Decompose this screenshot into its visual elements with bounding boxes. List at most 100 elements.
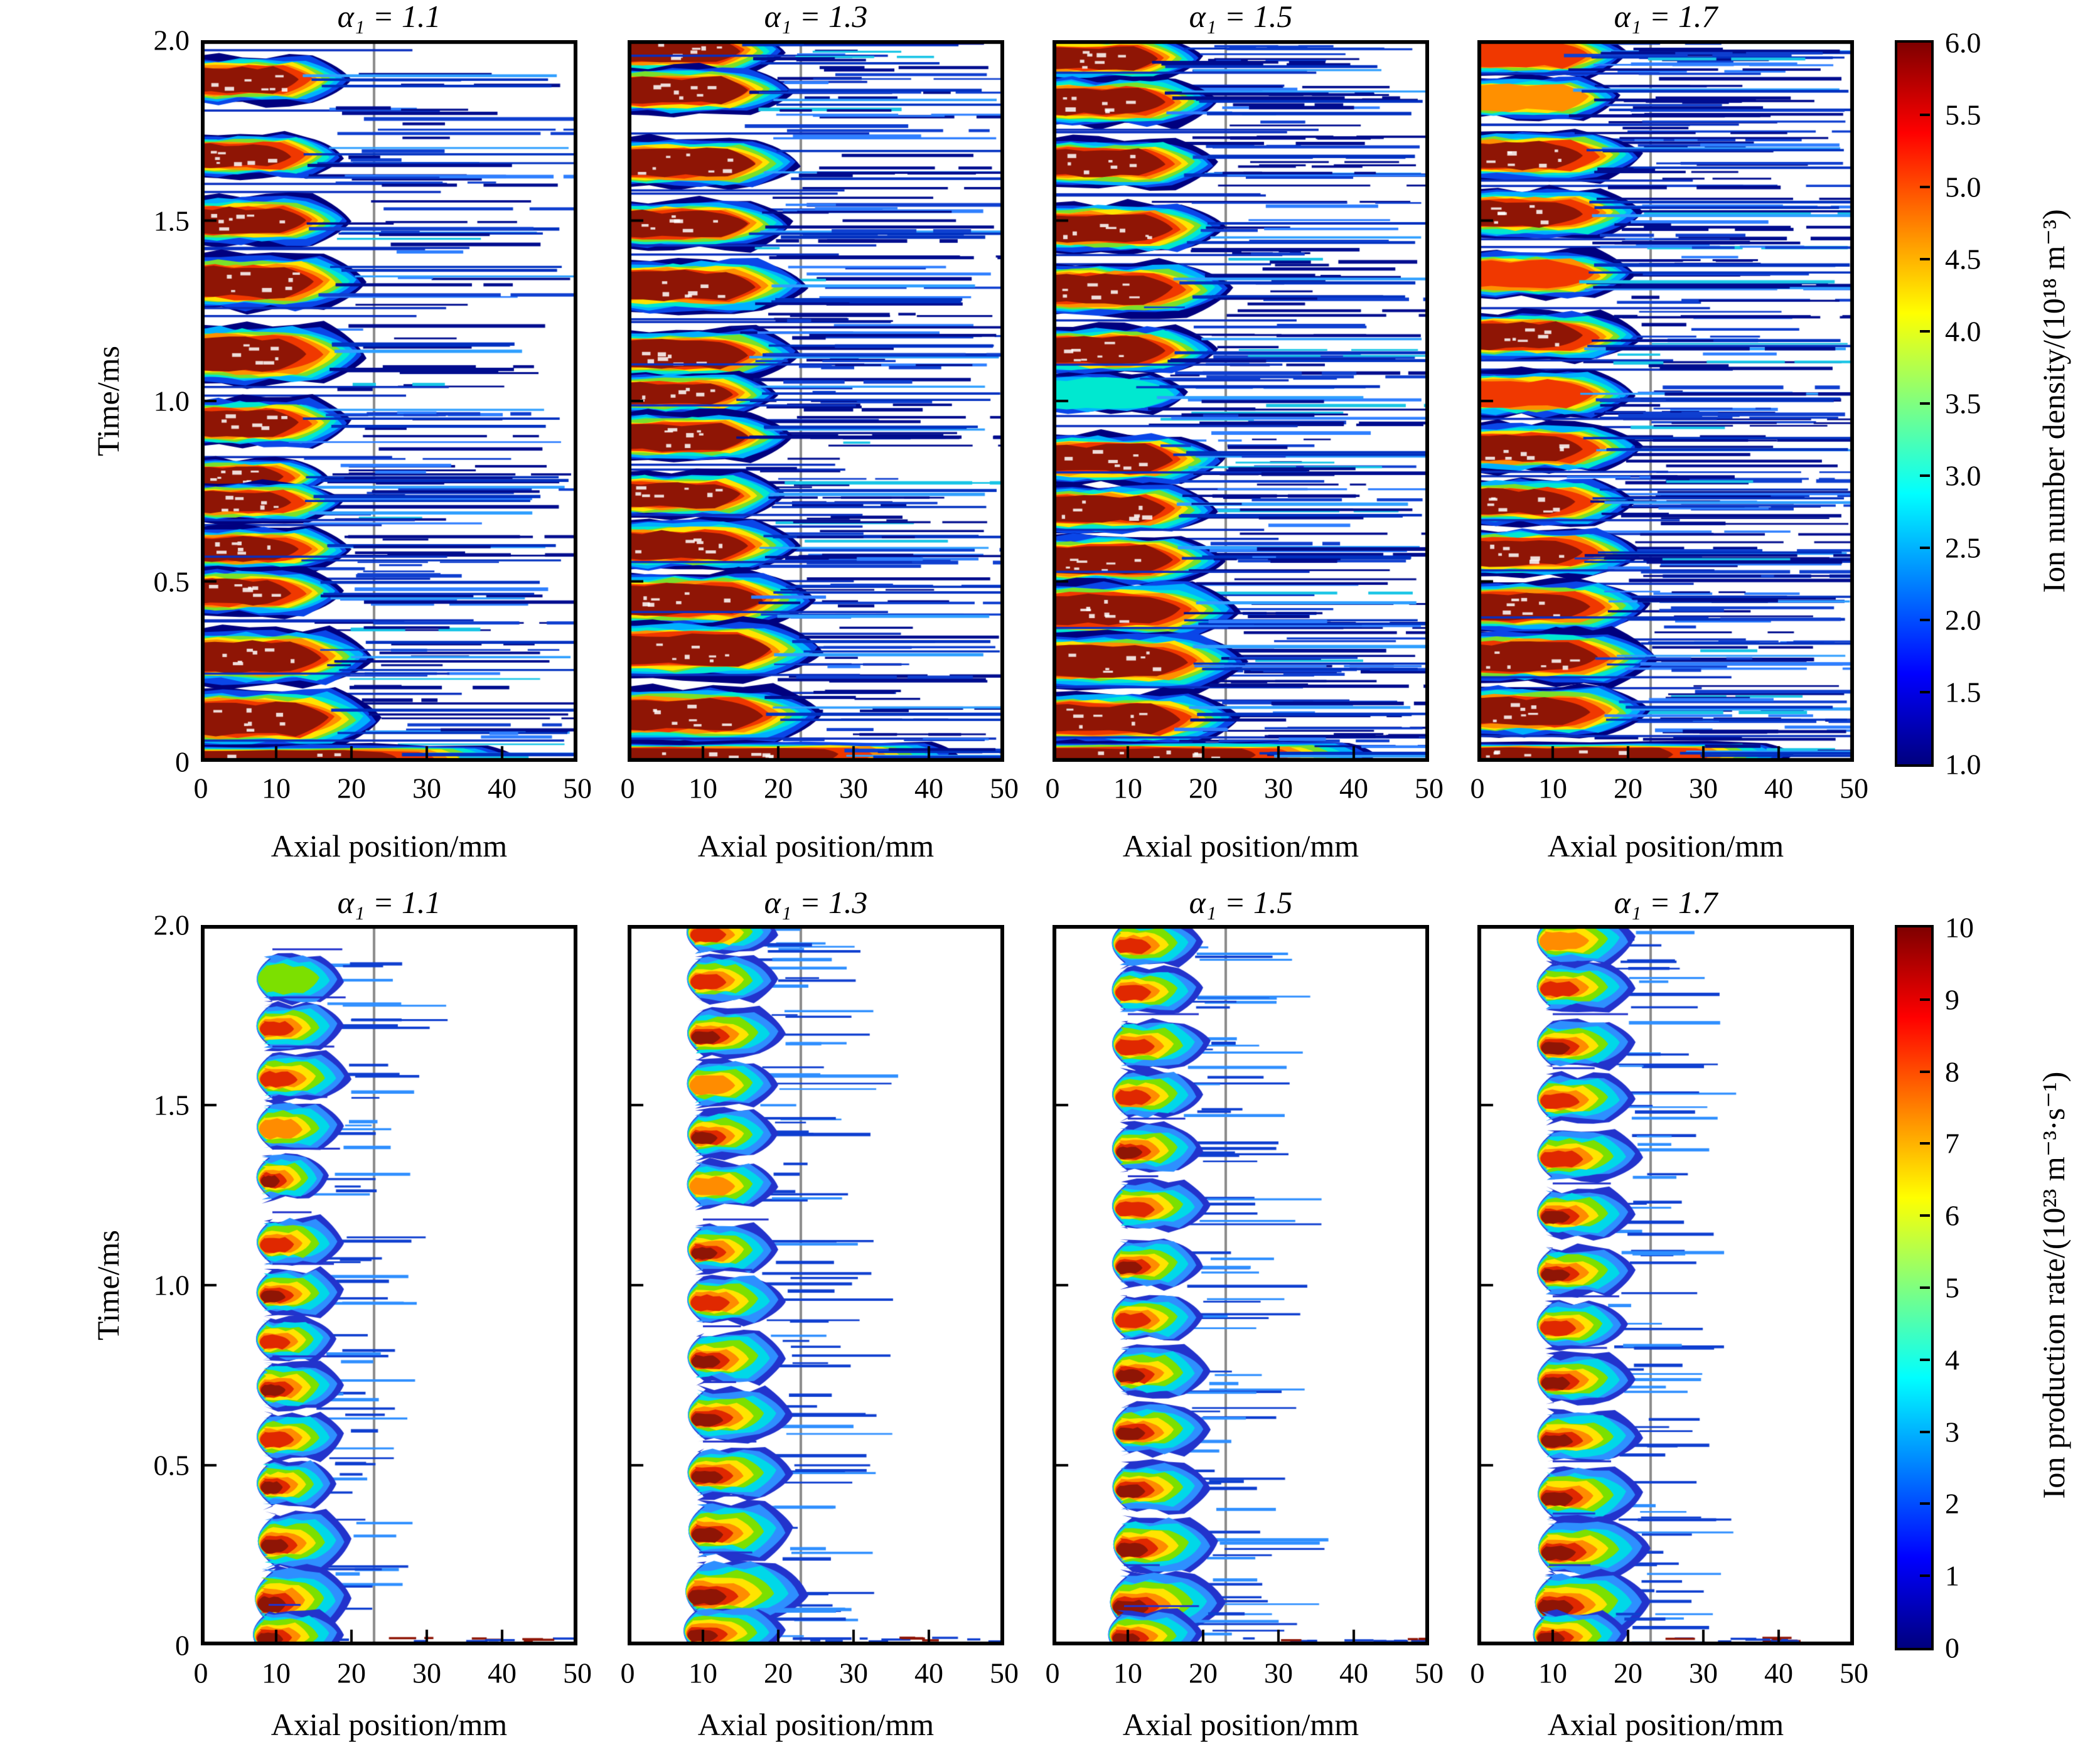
y-tick-label: 1.5: [153, 205, 190, 237]
y-tick-label: 0: [175, 1629, 190, 1662]
x-tick-label: 20: [1189, 772, 1218, 804]
colorbar-tick-label: 4.0: [1945, 315, 1981, 348]
x-tick-label: 50: [990, 1657, 1019, 1689]
x-axis-label: Axial position/mm: [697, 828, 935, 863]
colorbar-tick-mark: [1920, 1286, 1930, 1289]
y-tick-label: 1.0: [153, 1269, 190, 1301]
colorbar-label-ion-production-rate: Ion production rate/(10²³ m⁻³·s⁻¹): [2036, 1071, 2071, 1499]
x-tick-label: 10: [1538, 772, 1567, 804]
colorbar-tick-mark: [1920, 186, 1930, 188]
heatmap-panel-ion-number-density-alpha-1.3: [628, 40, 1004, 762]
x-tick-label: 0: [193, 1657, 208, 1689]
heatmap-panel-ion-number-density-alpha-1.7: [1477, 40, 1854, 762]
colorbar-tick-mark: [1920, 1358, 1930, 1361]
x-tick-label: 30: [1689, 1657, 1718, 1689]
x-tick-label: 40: [914, 1657, 943, 1689]
y-tick-label: 0.5: [153, 565, 190, 597]
x-tick-label: 0: [1045, 772, 1060, 804]
colorbar-tick-label: 2.5: [1945, 532, 1981, 564]
y-tick-label: 2.0: [153, 24, 190, 56]
colorbar-tick-mark: [1920, 1142, 1930, 1145]
panel-title: α₁ = 1.3: [764, 885, 868, 920]
colorbar-tick-label: 4.5: [1945, 243, 1981, 275]
x-tick-label: 10: [688, 1657, 717, 1689]
panel-title: α₁ = 1.1: [337, 885, 441, 920]
x-tick-label: 50: [1415, 1657, 1444, 1689]
colorbar-tick-label: 0: [1945, 1632, 1959, 1664]
heatmap-panel-ion-production-rate-alpha-1.3: [628, 925, 1004, 1645]
colorbar-tick-label: 2: [1945, 1487, 1959, 1520]
x-tick-label: 10: [1538, 1657, 1567, 1689]
x-tick-label: 50: [990, 772, 1019, 804]
x-tick-label: 30: [412, 772, 441, 804]
x-tick-label: 20: [1614, 1657, 1642, 1689]
x-tick-label: 50: [1415, 772, 1444, 804]
colorbar-tick-label: 3: [1945, 1416, 1959, 1448]
panel-title: α₁ = 1.7: [1614, 885, 1718, 920]
x-tick-label: 50: [563, 772, 592, 804]
heatmap-panel-ion-production-rate-alpha-1.7: [1477, 925, 1854, 1645]
colorbar-tick-label: 9: [1945, 983, 1959, 1016]
colorbar-tick-label: 5.5: [1945, 99, 1981, 131]
colorbar-tick-mark: [1920, 1502, 1930, 1505]
heatmap-panel-ion-production-rate-alpha-1.5: [1053, 925, 1429, 1645]
x-tick-label: 10: [1113, 1657, 1142, 1689]
colorbar-tick-mark: [1920, 1574, 1930, 1578]
y-tick-label: 0: [175, 745, 190, 778]
x-tick-label: 20: [1189, 1657, 1218, 1689]
colorbar-tick-mark: [1920, 114, 1930, 116]
colorbar-tick-label: 1: [1945, 1559, 1959, 1592]
x-tick-label: 30: [1264, 772, 1293, 804]
x-axis-label: Axial position/mm: [271, 1707, 508, 1742]
x-axis-label: Axial position/mm: [1547, 1707, 1784, 1742]
y-axis-label-bottom-row: Time/ms: [90, 1229, 126, 1341]
colorbar-tick-label: 3.0: [1945, 459, 1981, 492]
colorbar-tick-label: 3.5: [1945, 387, 1981, 420]
colorbar-tick-label: 5.0: [1945, 171, 1981, 203]
panel-title: α₁ = 1.5: [1189, 885, 1293, 920]
x-tick-label: 40: [488, 1657, 517, 1689]
colorbar-tick-mark: [1920, 691, 1930, 693]
colorbar-tick-mark: [1920, 330, 1930, 333]
x-tick-label: 40: [1339, 772, 1368, 804]
colorbar-tick-mark: [1920, 258, 1930, 260]
colorbar-tick-label: 10: [1945, 911, 1974, 944]
x-axis-label: Axial position/mm: [1122, 828, 1359, 863]
x-tick-label: 20: [764, 772, 793, 804]
y-tick-label: 0.5: [153, 1449, 190, 1482]
x-tick-label: 30: [1264, 1657, 1293, 1689]
x-tick-label: 0: [1470, 1657, 1485, 1689]
x-axis-label: Axial position/mm: [697, 1707, 935, 1742]
x-tick-label: 40: [488, 772, 517, 804]
colorbar-tick-label: 5: [1945, 1271, 1959, 1304]
colorbar-tick-mark: [1920, 1430, 1930, 1433]
colorbar-tick-mark: [1920, 1214, 1930, 1217]
x-tick-label: 10: [688, 772, 717, 804]
x-tick-label: 40: [1764, 1657, 1793, 1689]
y-tick-label: 1.5: [153, 1089, 190, 1121]
colorbar-tick-mark: [1920, 1070, 1930, 1073]
colorbar-tick-label: 2.0: [1945, 604, 1981, 636]
x-tick-label: 20: [337, 1657, 366, 1689]
x-tick-label: 20: [764, 1657, 793, 1689]
colorbar-tick-mark: [1920, 998, 1930, 1001]
colorbar-tick-label: 1.5: [1945, 676, 1981, 708]
x-axis-label: Axial position/mm: [271, 828, 508, 863]
y-tick-label: 2.0: [153, 909, 190, 941]
panel-title: α₁ = 1.5: [1189, 0, 1293, 34]
x-tick-label: 20: [1614, 772, 1642, 804]
x-tick-label: 50: [1840, 772, 1868, 804]
colorbar-label-ion-number-density: Ion number density/(10¹⁸ m⁻³): [2036, 209, 2071, 593]
heatmap-panel-ion-production-rate-alpha-1.1: [201, 925, 577, 1645]
x-tick-label: 50: [563, 1657, 592, 1689]
colorbar-tick-label: 7: [1945, 1127, 1959, 1160]
x-tick-label: 30: [412, 1657, 441, 1689]
x-tick-label: 40: [914, 772, 943, 804]
x-tick-label: 40: [1339, 1657, 1368, 1689]
x-tick-label: 30: [839, 1657, 868, 1689]
panel-title: α₁ = 1.3: [764, 0, 868, 34]
x-axis-label: Axial position/mm: [1547, 828, 1784, 863]
y-tick-label: 1.0: [153, 385, 190, 417]
x-tick-label: 10: [1113, 772, 1142, 804]
